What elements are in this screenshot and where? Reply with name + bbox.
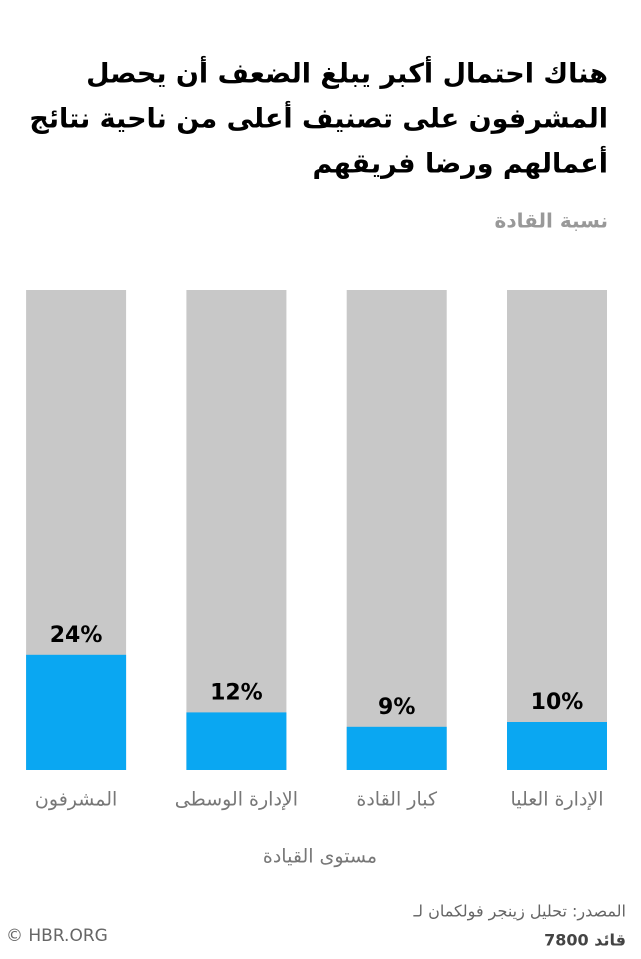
bar-track [186, 290, 287, 770]
bar-track [346, 290, 447, 770]
x-axis-label: مستوى القيادة [263, 846, 377, 868]
value-label: 9% [378, 695, 415, 720]
chart-title: أعمالهم ورضا فريقهم [313, 146, 608, 180]
value-label: 12% [210, 680, 263, 705]
chart-title: المشرفون على تصنيف أعلى من ناحية نتائج [29, 101, 608, 135]
source: 7800 قائد [544, 931, 626, 950]
bar-track [507, 290, 607, 770]
x-tick-label: المشرفون [35, 789, 117, 811]
bar [186, 712, 287, 770]
subtitle: نسبة القادة [495, 209, 608, 233]
value-label: 24% [50, 623, 103, 648]
bar [26, 654, 127, 770]
source: المصدر: تحليل زينجر فولكمان لـ [412, 902, 626, 922]
bar [507, 722, 607, 770]
x-tick-label: الإدارة الوسطى [175, 789, 298, 811]
x-tick-label: الإدارة العليا [510, 789, 603, 811]
chart-title: هناك احتمال أكبر يبلغ الضعف أن يحصل [86, 56, 608, 90]
bar [346, 726, 447, 770]
value-label: 10% [531, 690, 584, 715]
x-tick-label: كبار القادة [356, 789, 438, 811]
credit: © HBR.ORG [6, 926, 108, 946]
